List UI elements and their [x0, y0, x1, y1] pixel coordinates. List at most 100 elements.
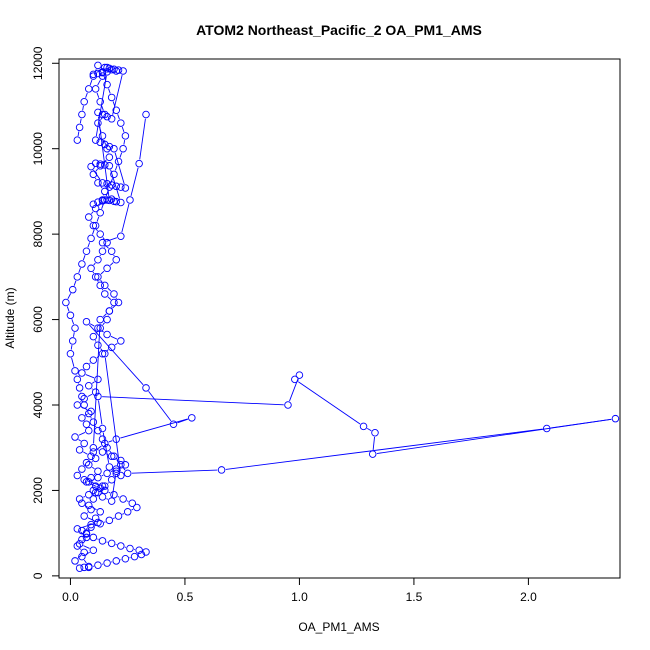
- data-point: [96, 230, 104, 238]
- series-segment: [102, 237, 105, 240]
- data-point: [89, 70, 98, 79]
- series-segment: [120, 418, 188, 439]
- data-point: [85, 478, 93, 486]
- data-point: [107, 247, 116, 255]
- data-point: [112, 435, 120, 443]
- data-point: [142, 384, 150, 392]
- data-point: [73, 401, 82, 409]
- data-point: [291, 375, 299, 384]
- data-point: [105, 307, 114, 315]
- data-point: [103, 469, 111, 478]
- data-point: [78, 465, 86, 473]
- data-point: [101, 140, 109, 149]
- series-segment: [96, 449, 99, 451]
- series-segment: [92, 478, 95, 481]
- data-point: [71, 367, 79, 375]
- series-1: [71, 63, 196, 572]
- data-point: [98, 537, 107, 545]
- series-segment: [117, 496, 120, 498]
- series-segment: [95, 168, 98, 172]
- data-point: [142, 548, 150, 556]
- series-segment: [102, 396, 284, 406]
- y-tick-label: 0: [31, 572, 45, 579]
- data-point: [75, 495, 84, 503]
- series-4: [87, 63, 130, 208]
- series-segment: [93, 169, 101, 180]
- series-segment: [85, 408, 88, 411]
- data-point: [96, 520, 104, 528]
- series-segment: [110, 178, 113, 184]
- data-point: [87, 407, 95, 416]
- series-segment: [85, 92, 88, 98]
- data-point: [87, 520, 95, 529]
- data-point: [112, 106, 120, 115]
- series-segment: [97, 202, 101, 206]
- data-point: [98, 448, 107, 456]
- series-segment: [112, 305, 116, 309]
- data-point: [89, 546, 98, 554]
- series-segment: [92, 229, 95, 235]
- series-segment: [123, 467, 126, 471]
- data-point: [169, 420, 178, 428]
- series-segment: [82, 105, 84, 111]
- series-segment: [115, 297, 117, 299]
- data-point: [87, 505, 95, 514]
- data-point: [71, 557, 79, 565]
- series-segment: [80, 401, 82, 403]
- series-segment: [104, 246, 106, 248]
- data-point: [101, 110, 109, 119]
- data-point: [94, 256, 102, 264]
- data-point: [117, 337, 125, 345]
- data-point: [78, 369, 86, 377]
- data-point: [107, 181, 116, 189]
- data-point: [117, 232, 125, 241]
- data-point: [103, 443, 111, 452]
- data-point: [94, 108, 102, 117]
- series-segment: [106, 237, 118, 242]
- data-point: [133, 503, 141, 512]
- series-segment: [79, 118, 82, 124]
- series-segment: [73, 332, 75, 337]
- series-segment: [225, 428, 543, 470]
- data-point: [105, 516, 114, 525]
- y-tick-label: 12000: [31, 46, 45, 80]
- series-segment: [372, 436, 375, 450]
- data-point: [110, 298, 118, 307]
- data-point: [135, 546, 143, 554]
- data-point: [80, 97, 88, 106]
- data-point: [119, 144, 127, 153]
- data-point: [96, 484, 104, 493]
- series-segment: [113, 254, 115, 257]
- data-point: [96, 160, 104, 168]
- data-point: [94, 473, 102, 482]
- data-point: [73, 375, 82, 384]
- data-point: [110, 144, 118, 153]
- series-segment: [107, 482, 109, 484]
- data-point: [91, 514, 100, 522]
- x-tick-label: 2.0: [520, 590, 537, 604]
- series-segment: [98, 400, 103, 425]
- series-segment: [71, 319, 75, 325]
- data-point: [85, 85, 93, 93]
- series-segment: [77, 131, 80, 137]
- data-point: [91, 221, 100, 230]
- series-segment: [85, 374, 95, 379]
- data-point: [114, 298, 123, 307]
- data-point: [96, 281, 104, 290]
- data-point: [98, 493, 107, 501]
- series-segment: [87, 393, 93, 397]
- data-point: [91, 273, 100, 281]
- data-point: [80, 401, 88, 409]
- series-segment: [89, 362, 91, 365]
- data-point: [87, 452, 95, 461]
- y-axis: 0 2000 4000 6000 8000 10000 12000: [31, 46, 60, 579]
- data-point: [98, 132, 107, 140]
- series-segment: [114, 152, 125, 185]
- data-point: [94, 488, 102, 497]
- data-point: [89, 533, 98, 542]
- y-tick-label: 8000: [31, 220, 45, 247]
- data-point: [110, 290, 118, 298]
- y-tick-label: 2000: [31, 477, 45, 504]
- data-point: [73, 525, 82, 533]
